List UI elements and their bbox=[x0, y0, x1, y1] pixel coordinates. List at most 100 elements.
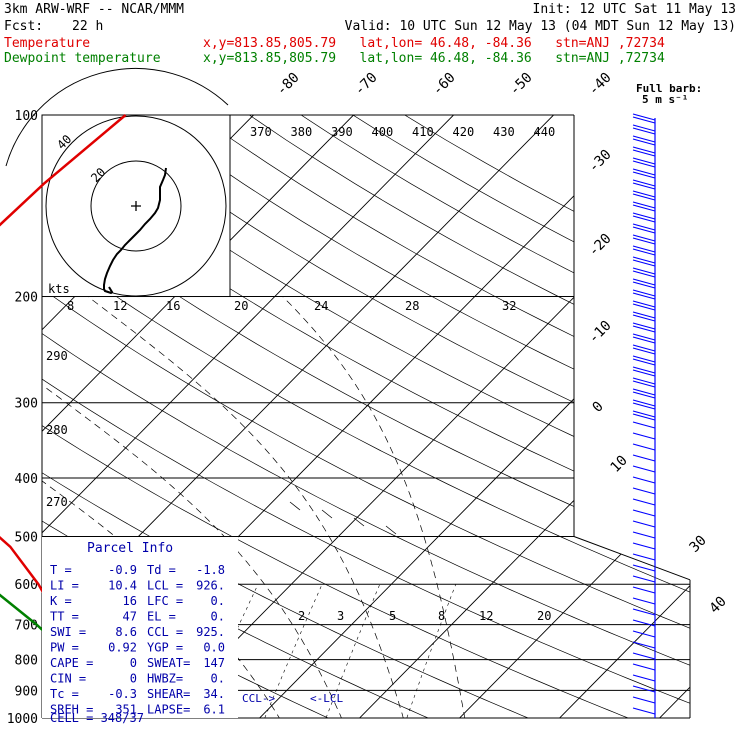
model-title: 3km ARW-WRF -- NCAR/MMM bbox=[4, 2, 185, 17]
parcel-field-value: -1.8 bbox=[196, 563, 225, 577]
parcel-field-label: EL = bbox=[147, 610, 176, 624]
wind-barb bbox=[632, 289, 656, 297]
pressure-tick-label: 1000 bbox=[7, 712, 38, 727]
theta-label: 400 bbox=[372, 125, 394, 139]
wind-barb bbox=[632, 608, 656, 616]
wind-barb bbox=[632, 454, 656, 462]
wind-barb bbox=[632, 377, 656, 385]
mixing-ratio-label: 8 bbox=[438, 609, 445, 623]
parcel-field-label: Tc = bbox=[50, 687, 79, 701]
parcel-info-title: Parcel Info bbox=[87, 541, 173, 556]
wind-barb bbox=[632, 674, 656, 682]
wind-barb bbox=[632, 223, 656, 231]
hodograph-center-icon bbox=[131, 201, 141, 211]
wind-barb bbox=[632, 190, 656, 198]
surface-barb-mark bbox=[385, 525, 397, 535]
mixing-ratio-label: 2 bbox=[298, 609, 305, 623]
wind-barb bbox=[632, 421, 656, 429]
hodograph-outer-ring bbox=[5, 68, 229, 167]
isotherm-label: -60 bbox=[430, 70, 459, 99]
wind-barb bbox=[632, 322, 656, 330]
hodograph-speed-label: 24 bbox=[314, 299, 328, 313]
wind-barb bbox=[632, 388, 656, 396]
wind-barb bbox=[632, 641, 656, 649]
theta-label: 420 bbox=[453, 125, 475, 139]
theta-label: 390 bbox=[331, 125, 353, 139]
dry-adiabat-line bbox=[42, 115, 690, 718]
surface-barb-mark bbox=[353, 517, 365, 527]
isotherm-line bbox=[446, 115, 690, 718]
wind-barb bbox=[632, 553, 656, 561]
dewpoint-location-info: x,y=813.85,805.79 lat,lon= 46.48, -84.36… bbox=[203, 51, 665, 66]
wind-barb bbox=[632, 157, 656, 165]
barb-legend-title: Full barb: bbox=[636, 82, 702, 95]
wind-barb bbox=[632, 245, 656, 253]
isotherm-label: 30 bbox=[687, 533, 710, 556]
moist-adiabat-line bbox=[42, 296, 348, 718]
wind-barb bbox=[632, 333, 656, 341]
temperature-legend-label: Temperature bbox=[4, 36, 91, 51]
wind-barb bbox=[632, 127, 656, 135]
parcel-field-value: 8.6 bbox=[115, 625, 137, 639]
forecast-label: Fcst: bbox=[4, 19, 44, 34]
wind-barb bbox=[632, 410, 656, 418]
parcel-field-value: 0 bbox=[130, 672, 137, 686]
wind-barb bbox=[632, 531, 656, 539]
forecast-hour: 22 h bbox=[72, 19, 104, 34]
wind-barb bbox=[632, 237, 656, 245]
theta-label: 370 bbox=[250, 125, 272, 139]
wind-barb bbox=[632, 171, 656, 179]
parcel-field-value: 47 bbox=[123, 610, 137, 624]
isotherm-line bbox=[246, 115, 690, 718]
hodograph-unit-label: kts bbox=[48, 282, 70, 296]
wind-barb bbox=[632, 476, 656, 484]
parcel-field-label: CIN = bbox=[50, 672, 86, 686]
hodograph-speed-label: 16 bbox=[166, 299, 180, 313]
wind-barb bbox=[632, 663, 656, 671]
wind-barb bbox=[632, 179, 656, 187]
pressure-tick-label: 500 bbox=[15, 530, 38, 545]
wind-barb bbox=[632, 399, 656, 407]
wind-barb bbox=[632, 696, 656, 704]
lcl-marker-label: <-LCL bbox=[310, 692, 343, 705]
mixing-ratio-line bbox=[402, 584, 457, 718]
parcel-info-background bbox=[42, 537, 238, 718]
isotherm-label: -20 bbox=[586, 231, 615, 260]
theta-label-left: 280 bbox=[46, 423, 68, 437]
hodograph-speed-label: 32 bbox=[502, 299, 516, 313]
dry-adiabat-line bbox=[42, 115, 690, 718]
mixing-ratio-line bbox=[259, 584, 323, 718]
wind-barb bbox=[632, 391, 656, 399]
wind-barb bbox=[632, 509, 656, 517]
wind-barb bbox=[632, 619, 656, 627]
wind-barb bbox=[632, 149, 656, 157]
wind-barb bbox=[632, 303, 656, 311]
wind-barb bbox=[632, 146, 656, 154]
wind-barb bbox=[632, 215, 656, 223]
wind-barb bbox=[632, 413, 656, 421]
wind-barb bbox=[632, 226, 656, 234]
parcel-field-label: TT = bbox=[50, 610, 79, 624]
wind-barb bbox=[632, 498, 656, 506]
dry-adiabat-line bbox=[145, 115, 690, 718]
pressure-tick-label: 100 bbox=[15, 109, 38, 124]
wind-barb bbox=[632, 355, 656, 363]
parcel-field-label: SWEAT= bbox=[147, 656, 190, 670]
wind-barb bbox=[632, 193, 656, 201]
wind-barb bbox=[632, 124, 656, 132]
wind-barb bbox=[632, 168, 656, 176]
wind-barb bbox=[632, 281, 656, 289]
theta-label: 410 bbox=[412, 125, 434, 139]
isotherm-label: -40 bbox=[586, 70, 615, 99]
wind-barb bbox=[632, 267, 656, 275]
dry-adiabat-line bbox=[42, 115, 690, 718]
wind-barb bbox=[632, 443, 656, 451]
hodograph-speed-label: 8 bbox=[67, 299, 74, 313]
wind-barb bbox=[632, 336, 656, 344]
wind-barb bbox=[632, 325, 656, 333]
mixing-ratio-label: 12 bbox=[479, 609, 493, 623]
parcel-field-label: LI = bbox=[50, 579, 79, 593]
dewpoint-legend-label: Dewpoint temperature bbox=[4, 51, 161, 66]
wind-barb bbox=[632, 369, 656, 377]
parcel-field-value: 351 bbox=[115, 703, 137, 717]
